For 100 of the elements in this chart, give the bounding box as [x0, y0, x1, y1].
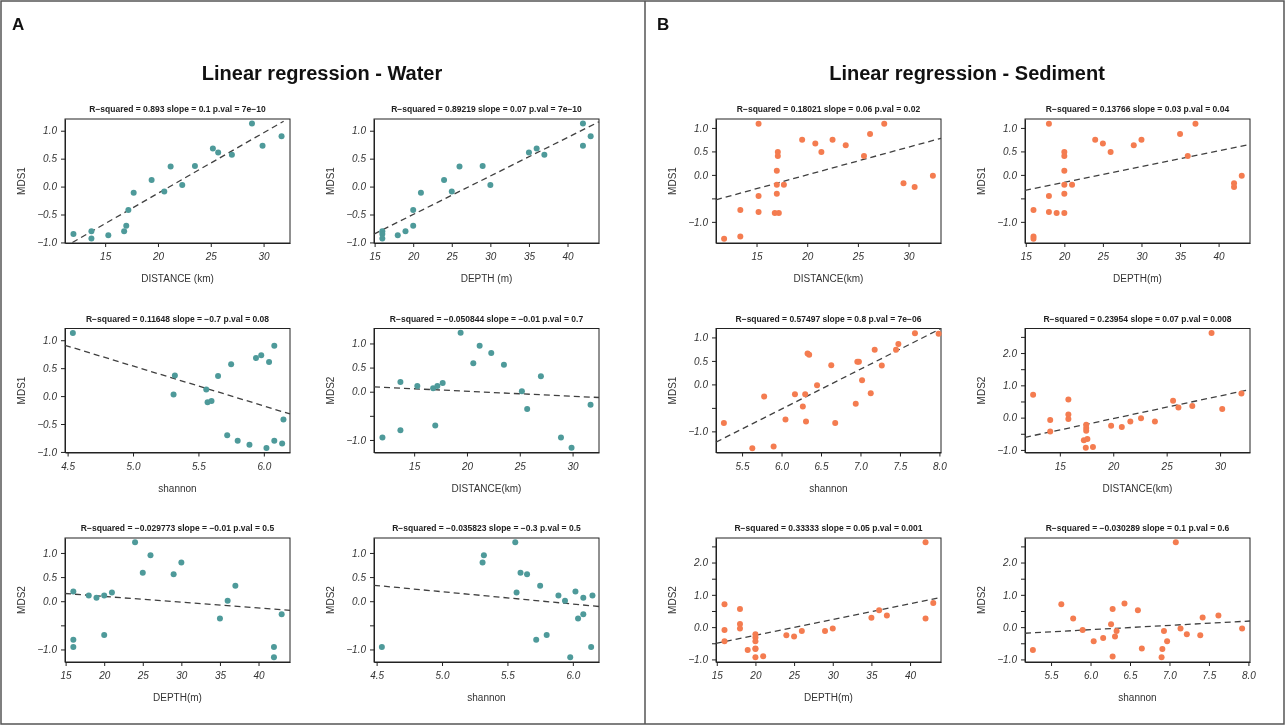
y-tick-label: −1.0	[688, 654, 709, 666]
x-axis-title: DEPTH(m)	[1113, 273, 1162, 284]
chart-title: R−squared = 0.89219 slope = 0.07 p.val = 7e−10	[391, 104, 583, 114]
y-tick-label: 0.5	[352, 571, 367, 583]
y-tick-label: 2.0	[1002, 347, 1018, 359]
y-tick-label: −0.5	[37, 418, 58, 430]
y-axis-title: MDS2	[976, 585, 987, 614]
x-tick-label: 7.5	[1202, 670, 1217, 682]
text: B	[657, 15, 670, 34]
y-tick-label: 1.0	[43, 547, 58, 559]
x-tick-label: 35	[866, 670, 878, 682]
text: Linear regression - Water	[201, 62, 443, 84]
text: A	[12, 15, 25, 34]
x-tick-label: 35	[214, 670, 227, 682]
x-tick-label: 8.0	[1241, 670, 1257, 682]
x-tick-label: 5.0	[126, 460, 141, 472]
y-axis-title: MDS2	[325, 585, 336, 614]
y-axis-title: MDS1	[16, 376, 27, 405]
y-axis-title: MDS2	[325, 376, 336, 405]
y-tick-label: 1.0	[43, 125, 58, 137]
y-tick-label: 1.0	[1003, 380, 1018, 392]
x-tick-label: 5.5	[500, 670, 516, 682]
x-tick-label: 25	[513, 460, 527, 472]
x-tick-label: 15	[409, 460, 421, 472]
x-tick-label: 40	[562, 251, 575, 263]
chart-title: R−squared = 0.33333 slope = 0.05 p.val = 0.001	[734, 523, 923, 533]
x-axis-title: shannon	[158, 482, 197, 494]
y-tick-label: 1.0	[694, 122, 709, 134]
x-tick-label: 30	[1136, 251, 1148, 263]
x-tick-label: 5.5	[735, 460, 750, 472]
x-tick-label: 20	[749, 670, 762, 682]
y-tick-label: 2.0	[693, 557, 709, 569]
x-tick-label: 25	[445, 251, 459, 263]
y-tick-label: 1.0	[694, 332, 709, 344]
x-tick-label: 20	[98, 670, 111, 682]
y-tick-label: −1.0	[346, 237, 367, 249]
x-axis-title: DISTANCE (km)	[141, 273, 214, 284]
chart-title: R−squared = 0.13766 slope = 0.03 p.val = 0.04	[1045, 104, 1230, 114]
chart-title: R−squared = 0.18021 slope = 0.06 p.val = 0.02	[736, 104, 921, 114]
x-axis-title: DEPTH (m)	[460, 273, 513, 284]
chart-title: R−squared = 0.893 slope = 0.1 p.val = 7e−10	[89, 104, 267, 114]
x-tick-label: 25	[1096, 251, 1110, 263]
x-tick-label: 30	[485, 251, 497, 263]
y-tick-label: −1.0	[37, 237, 58, 249]
y-tick-label: 1.0	[694, 589, 709, 601]
x-tick-label: 15	[1054, 460, 1067, 472]
y-tick-label: 0.0	[43, 390, 58, 402]
y-tick-label: 1.0	[1003, 122, 1018, 134]
x-tick-label: 6.0	[1084, 670, 1099, 682]
y-axis-title: MDS1	[325, 166, 336, 195]
y-tick-label: 0.0	[1003, 412, 1018, 424]
x-tick-label: 7.0	[854, 460, 869, 472]
x-tick-label: 25	[136, 670, 150, 682]
y-tick-label: 0.5	[43, 362, 58, 374]
x-tick-label: 15	[751, 251, 764, 263]
x-tick-label: 20	[1058, 251, 1071, 263]
chart-title: R−squared = 0.57497 slope = 0.8 p.val = 7e−06	[735, 313, 922, 324]
chart-title: R−squared = 0.11648 slope = −0.7 p.val = 0.08	[85, 313, 270, 324]
x-tick-label: 25	[204, 251, 218, 263]
x-tick-label: 20	[151, 251, 165, 263]
y-tick-label: −1.0	[997, 216, 1018, 228]
x-tick-label: 20	[801, 251, 814, 263]
x-tick-label: 15	[100, 251, 112, 263]
x-tick-label: 4.5	[61, 460, 76, 472]
y-tick-label: 2.0	[1002, 557, 1018, 569]
x-tick-label: 6.0	[257, 460, 272, 472]
y-tick-label: 0.0	[694, 379, 709, 391]
y-axis-title: MDS1	[16, 166, 27, 195]
y-tick-label: 0.0	[1003, 621, 1018, 633]
y-tick-label: −1.0	[997, 444, 1018, 456]
x-axis-title: DEPTH(m)	[153, 692, 202, 703]
y-tick-label: 0.5	[694, 355, 709, 367]
x-tick-label: 20	[460, 460, 474, 472]
x-axis-title: shannon	[467, 692, 506, 703]
x-tick-label: 6.5	[814, 460, 829, 472]
x-tick-label: 15	[1020, 251, 1033, 263]
y-axis-title: MDS2	[16, 585, 27, 614]
y-axis-title: MDS2	[667, 585, 678, 614]
x-tick-label: 25	[1160, 460, 1174, 472]
chart-title: R−squared = 0.23954 slope = 0.07 p.val = 0.008	[1043, 313, 1232, 324]
y-tick-label: −1.0	[688, 426, 709, 438]
y-tick-label: 0.5	[694, 146, 709, 158]
chart-title: R−squared = −0.030289 slope = 0.1 p.val = 0.6	[1045, 523, 1230, 533]
x-tick-label: 30	[1215, 460, 1227, 472]
x-tick-label: 6.0	[775, 460, 790, 472]
y-tick-label: 0.0	[43, 181, 58, 193]
y-tick-label: −0.5	[346, 209, 367, 221]
x-axis-title: DISTANCE(km)	[451, 482, 522, 494]
x-axis-title: shannon	[1118, 692, 1157, 703]
x-tick-label: 40	[253, 670, 266, 682]
y-tick-label: 0.5	[43, 571, 58, 583]
x-tick-label: 25	[788, 670, 801, 682]
x-tick-label: 30	[903, 251, 916, 263]
y-tick-label: −1.0	[37, 446, 58, 458]
x-tick-label: 4.5	[370, 670, 385, 682]
x-tick-label: 6.0	[566, 670, 581, 682]
x-tick-label: 30	[827, 670, 840, 682]
x-axis-title: DISTANCE(km)	[1102, 482, 1173, 494]
x-axis-title: shannon	[809, 482, 848, 494]
y-tick-label: −1.0	[688, 216, 709, 228]
